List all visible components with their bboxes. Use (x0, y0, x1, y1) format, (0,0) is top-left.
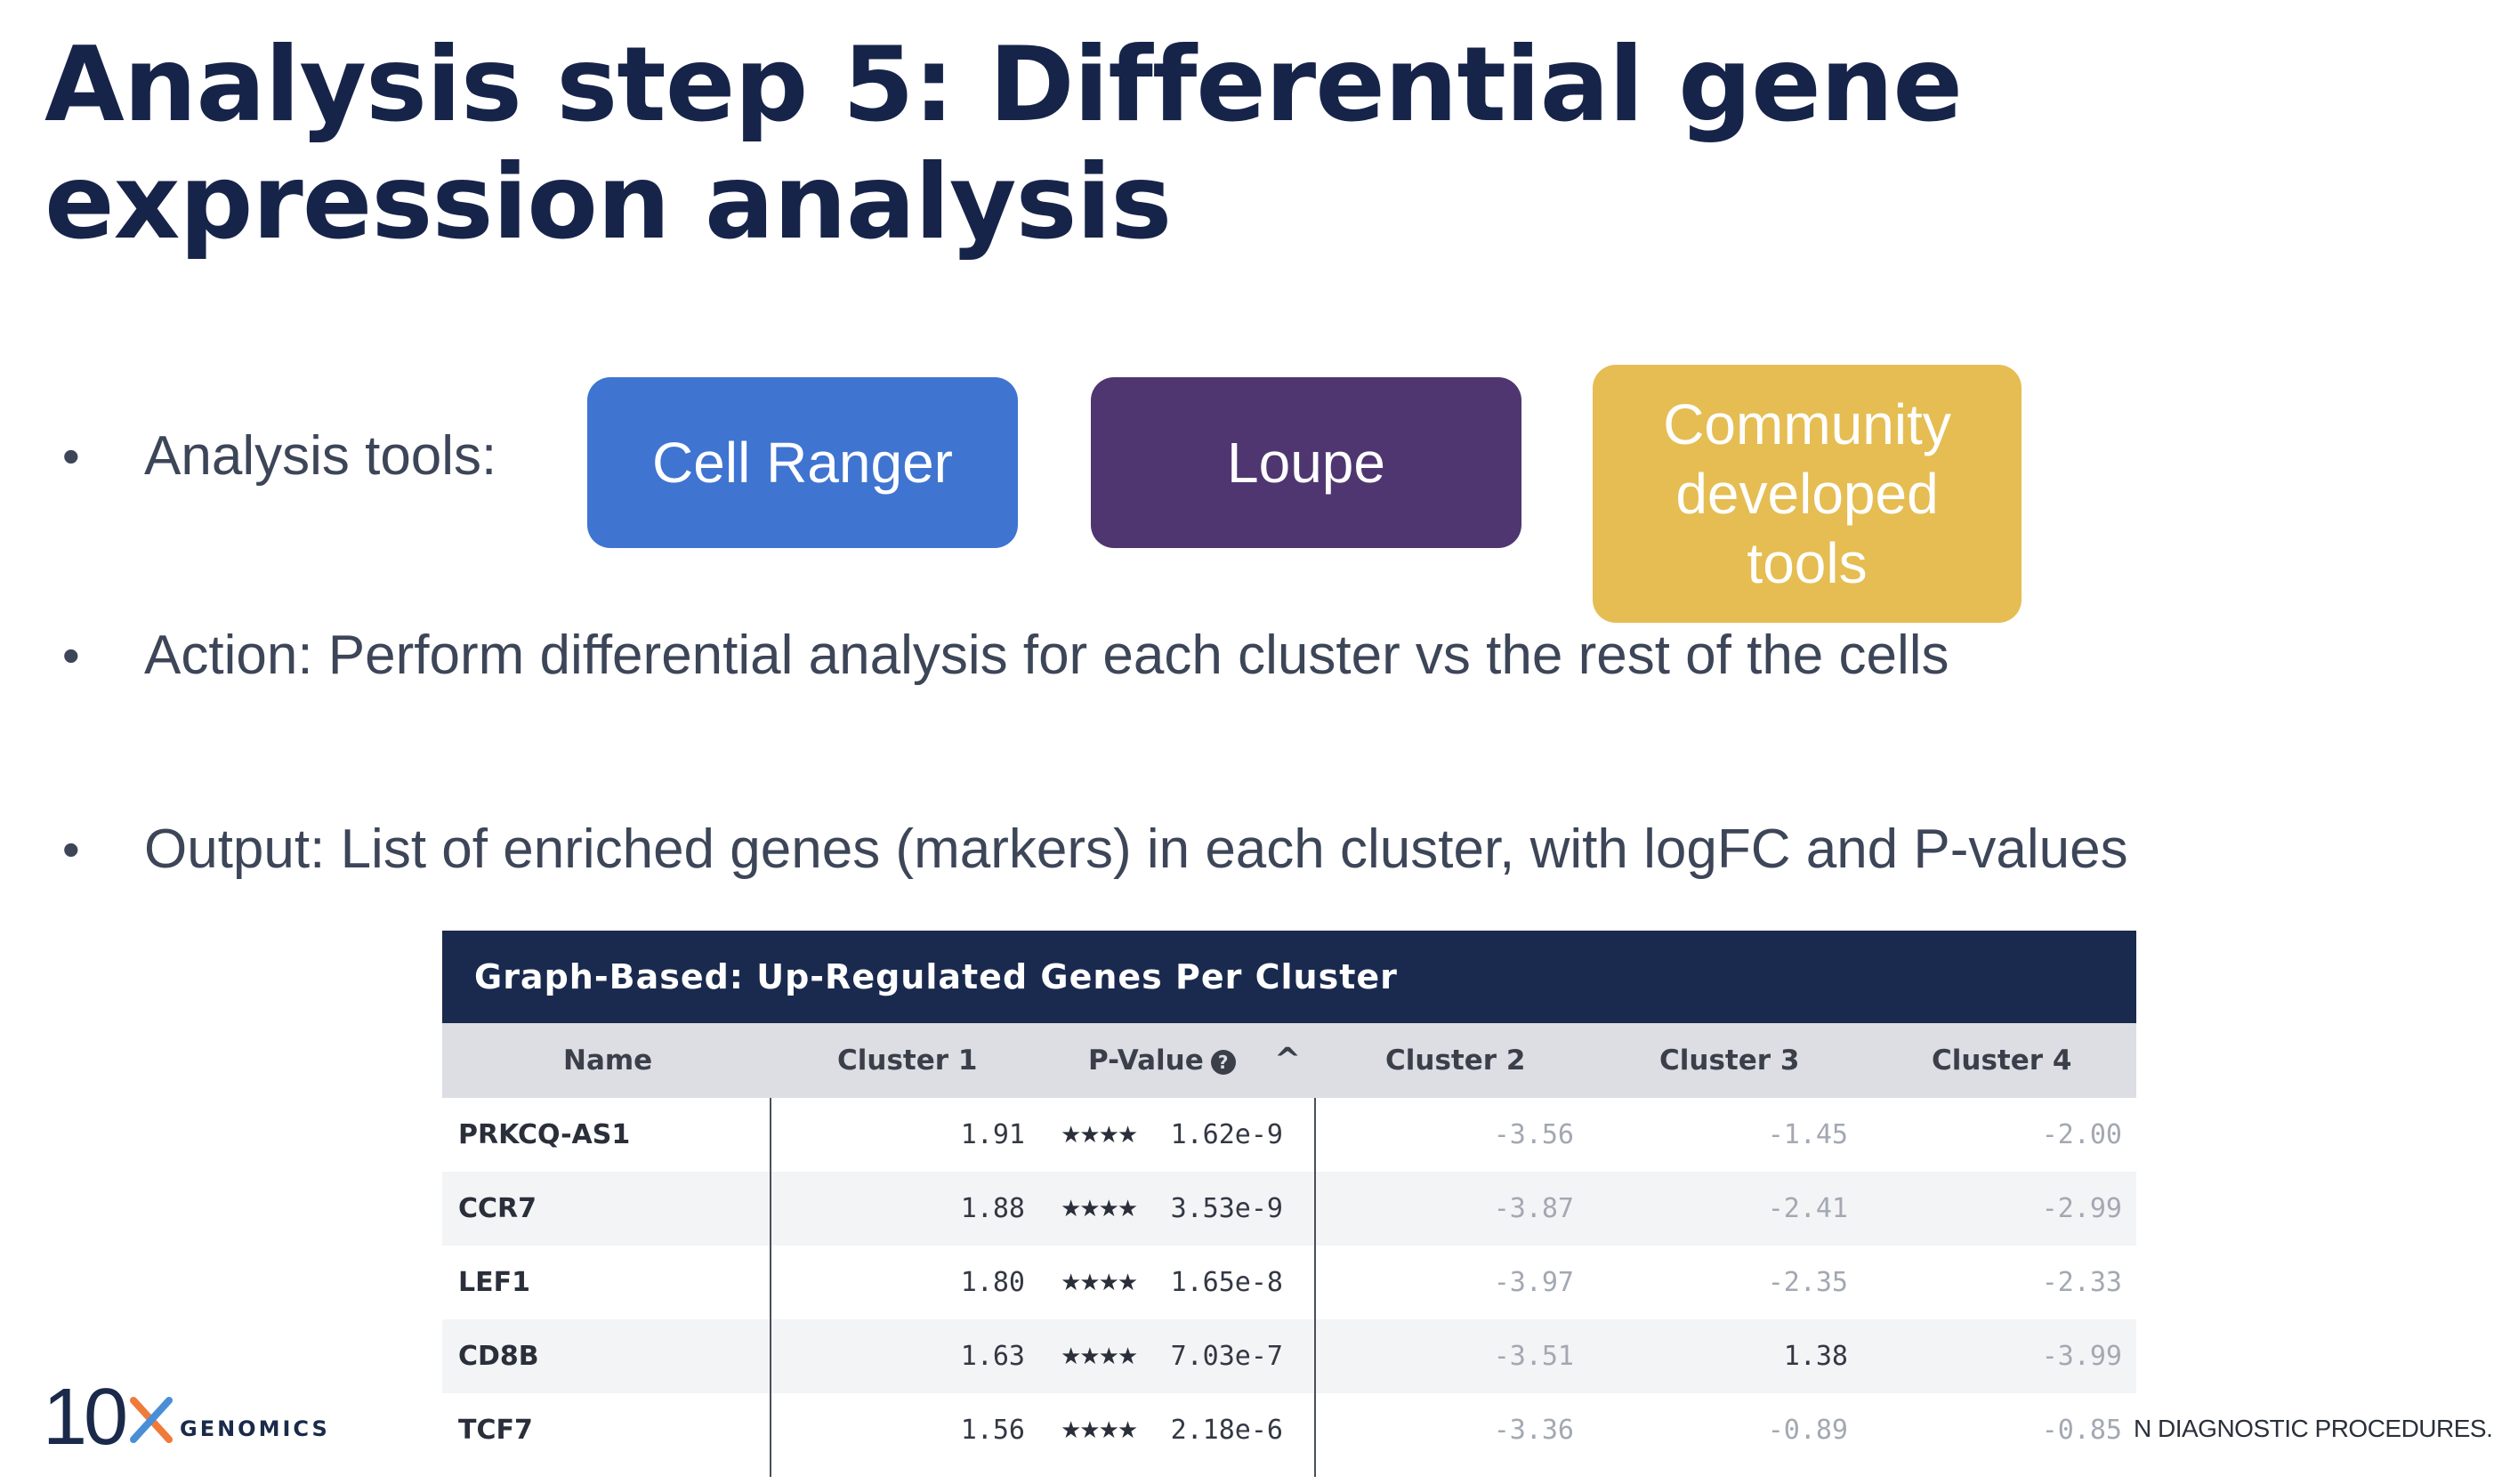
cluster-2-value: -3.51 (1493, 1341, 1574, 1372)
table-row[interactable]: CD8B 1.63 ★★★★ 7.03e-7 -3.51 1.38 -3.99 (442, 1319, 2136, 1393)
col-header-name[interactable]: Name (563, 1044, 653, 1077)
p-value: 2.18e-6 (1170, 1415, 1283, 1446)
p-value: 1.65e-8 (1170, 1267, 1283, 1298)
cluster-1-value: 1.56 (960, 1415, 1025, 1446)
gene-name: TCF7 (458, 1415, 533, 1446)
cluster-2-value: -3.56 (1493, 1119, 1574, 1150)
sort-ascending-icon[interactable]: ^ (1274, 1042, 1302, 1078)
table-title: Graph-Based: Up-Regulated Genes Per Clus… (442, 931, 2136, 1023)
cluster-1-value: 1.88 (960, 1193, 1025, 1224)
bullet-text: Analysis tools: (144, 425, 497, 487)
help-icon[interactable]: ? (1210, 1049, 1236, 1075)
table-row[interactable]: LEF1 1.80 ★★★★ 1.65e-8 -3.97 -2.35 -2.33 (442, 1246, 2136, 1319)
gene-name: LEF1 (458, 1267, 530, 1298)
cluster-2-value: -3.97 (1493, 1267, 1574, 1298)
cluster-4-value: -0.85 (2041, 1415, 2122, 1446)
logo-word: GENOMICS (180, 1416, 330, 1441)
col-header-pvalue[interactable]: P-Value? (1088, 1023, 1236, 1098)
p-value: 3.53e-9 (1170, 1193, 1283, 1224)
tool-cell-ranger: Cell Ranger (587, 377, 1018, 548)
cluster-2-value: -3.36 (1493, 1415, 1574, 1446)
column-divider (1314, 1098, 1316, 1477)
cluster-3-value: -0.89 (1767, 1415, 1848, 1446)
cluster-3-value: -2.35 (1767, 1267, 1848, 1298)
cluster-3-value: -2.41 (1767, 1193, 1848, 1224)
significance-stars: ★★★★ (1061, 1269, 1138, 1295)
table-row[interactable]: TCF7 1.56 ★★★★ 2.18e-6 -3.36 -0.89 -0.85 (442, 1393, 2136, 1467)
p-value: 7.03e-7 (1170, 1341, 1283, 1372)
tool-loupe: Loupe (1091, 377, 1521, 548)
cluster-4-value: -3.99 (2041, 1341, 2122, 1372)
table-row[interactable]: PRKCQ-AS1 1.91 ★★★★ 1.62e-9 -3.56 -1.45 … (442, 1098, 2136, 1172)
significance-stars: ★★★★ (1061, 1195, 1138, 1222)
p-value: 1.62e-9 (1170, 1119, 1283, 1150)
footer-disclaimer: N DIAGNOSTIC PROCEDURES. (2134, 1415, 2493, 1442)
cluster-4-value: -2.33 (2041, 1267, 2122, 1298)
cluster-2-value: -3.87 (1493, 1193, 1574, 1224)
col-header-cluster-3[interactable]: Cluster 3 (1659, 1044, 1800, 1077)
col-header-cluster-1[interactable]: Cluster 1 (837, 1044, 978, 1077)
gene-name: CD8B (458, 1341, 539, 1372)
cluster-1-value: 1.63 (960, 1341, 1025, 1372)
marker-gene-table: Graph-Based: Up-Regulated Genes Per Clus… (442, 931, 2136, 1477)
bullet-dot: • (62, 428, 80, 484)
table-row[interactable]: CCR7 1.88 ★★★★ 3.53e-9 -3.87 -2.41 -2.99 (442, 1172, 2136, 1246)
col-header-cluster-2[interactable]: Cluster 2 (1385, 1044, 1526, 1077)
logo-number: 10 (43, 1373, 128, 1462)
cluster-4-value: -2.00 (2041, 1119, 2122, 1150)
significance-stars: ★★★★ (1061, 1121, 1138, 1148)
bullet-dot: • (62, 627, 80, 683)
table-column-headers: Name Cluster 1 P-Value? ^ Cluster 2 Clus… (442, 1023, 2136, 1098)
bullet-text: Output: List of enriched genes (markers)… (144, 819, 2128, 880)
column-divider (770, 1098, 771, 1477)
significance-stars: ★★★★ (1061, 1416, 1138, 1443)
tool-community-developed: Community developed tools (1593, 365, 2022, 623)
col-header-cluster-4[interactable]: Cluster 4 (1932, 1044, 2072, 1077)
slide-title: Analysis step 5: Differential gene expre… (44, 25, 1963, 262)
tool-label: Loupe (1227, 431, 1385, 495)
logo-x-mark-icon (130, 1397, 173, 1443)
cluster-3-value: -1.45 (1767, 1119, 1848, 1150)
bullet-text: Action: Perform differential analysis fo… (144, 625, 1949, 686)
cluster-4-value: -2.99 (2041, 1193, 2122, 1224)
bullet-dot: • (62, 821, 80, 877)
cluster-1-value: 1.91 (960, 1119, 1025, 1150)
significance-stars: ★★★★ (1061, 1343, 1138, 1369)
tool-label: Cell Ranger (652, 431, 953, 495)
tool-label: Community developed tools (1663, 392, 1951, 595)
cluster-3-value: 1.38 (1783, 1341, 1848, 1372)
gene-name: CCR7 (458, 1193, 537, 1224)
cluster-1-value: 1.80 (960, 1267, 1025, 1298)
pvalue-label: P-Value (1088, 1044, 1204, 1077)
gene-name: PRKCQ-AS1 (458, 1119, 631, 1150)
